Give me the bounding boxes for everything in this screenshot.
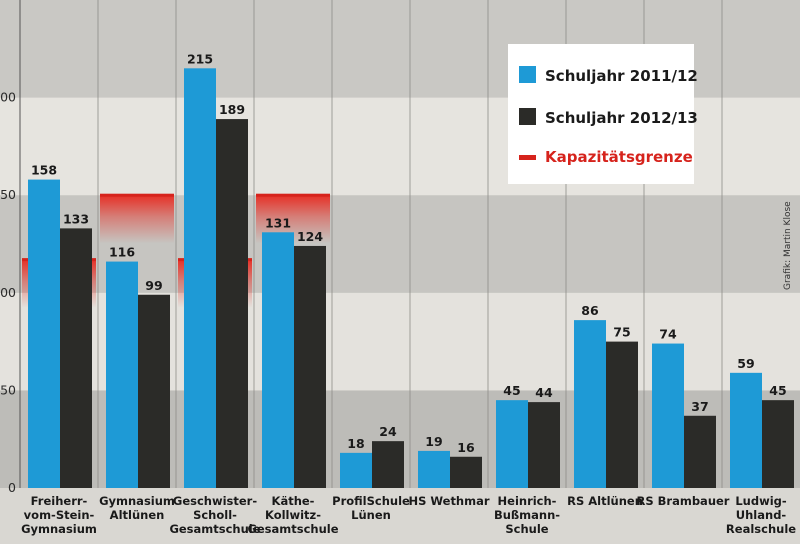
legend-swatch-series-1: [519, 66, 536, 83]
bar-value-label: 189: [219, 102, 245, 117]
category-label-line: Gesamtschule: [247, 522, 338, 536]
bar: [60, 228, 92, 488]
bar: [138, 294, 170, 488]
category-label-line: Käthe-: [272, 494, 315, 508]
category-label-line: Gesamtschule: [169, 522, 260, 536]
legend-swatch-capacity: [519, 155, 536, 160]
category-label-line: Kollwitz-: [265, 508, 321, 522]
y-tick-label: 0: [8, 480, 16, 495]
capacity-band: [100, 195, 174, 244]
category-label: RS Altlünen: [567, 494, 643, 508]
category-label-line: Heinrich-: [498, 494, 557, 508]
category-label: ProfilSchule Lünen: [332, 494, 410, 522]
category-label-line: Altlünen: [110, 508, 165, 522]
bar-value-label: 24: [379, 424, 397, 439]
value-labels: 158 116 215 131 18 19 45 86 74 59 133 99 189 124 24 16 4…: [31, 51, 787, 454]
bar: [762, 400, 794, 488]
bar-value-label: 19: [425, 434, 442, 449]
category-label: Gymnasium Altlünen: [99, 494, 175, 522]
bar-value-label: 86: [581, 303, 599, 318]
bar: [262, 232, 294, 488]
category-label-line: Uhland-: [736, 508, 787, 522]
bar-value-label: 124: [297, 229, 323, 244]
bar: [730, 372, 762, 488]
category-label: Käthe-Kollwitz-Gesamtschule: [247, 494, 338, 536]
legend: Schuljahr 2011/12 Schuljahr 2012/13 Kapa…: [508, 44, 698, 184]
category-label-line: RS Altlünen: [567, 494, 643, 508]
category-label: Geschwister-Scholl-Gesamtschule: [169, 494, 260, 536]
category-label-line: Bußmann-: [494, 508, 560, 522]
bar: [184, 68, 216, 488]
legend-box: [508, 44, 694, 184]
bar: [216, 119, 248, 489]
y-tick-label: 150: [0, 187, 16, 202]
category-label-line: Schule: [505, 522, 548, 536]
bar-value-label: 74: [659, 327, 677, 342]
bar: [340, 452, 372, 488]
legend-label-series-2: Schuljahr 2012/13: [545, 109, 698, 127]
category-label-line: ProfilSchule: [332, 494, 410, 508]
bar-value-label: 44: [535, 385, 553, 400]
bar-value-label: 45: [769, 383, 786, 398]
bar: [294, 245, 326, 488]
bar: [418, 450, 450, 488]
bar: [28, 179, 60, 489]
capacity-line: [100, 193, 174, 197]
bar-value-label: 116: [109, 245, 135, 260]
category-label: HS Wethmar: [408, 494, 489, 508]
bar-value-label: 16: [457, 440, 475, 455]
category-label-line: RS Brambauer: [637, 494, 730, 508]
bar: [574, 320, 606, 488]
bar: [684, 415, 716, 488]
category-label-line: Realschule: [726, 522, 796, 536]
y-tick-label: 200: [0, 90, 16, 105]
category-label-line: Geschwister-: [173, 494, 257, 508]
category-label: Heinrich-Bußmann-Schule: [494, 494, 560, 536]
bar-value-label: 99: [145, 278, 162, 293]
category-label-line: vom-Stein-: [24, 508, 95, 522]
legend-label-series-1: Schuljahr 2011/12: [545, 67, 698, 85]
category-label: Ludwig-Uhland-Realschule: [726, 494, 796, 536]
bar-value-label: 37: [691, 399, 708, 414]
bar: [606, 341, 638, 488]
bar-value-label: 215: [187, 51, 213, 66]
legend-label-capacity: Kapazitätsgrenze: [545, 148, 693, 166]
y-axis-ticks: 0 50 100 150 200: [0, 90, 16, 495]
category-label: RS Brambauer: [637, 494, 730, 508]
bar-value-label: 133: [63, 211, 89, 226]
gridlines: [19, 0, 723, 488]
y-tick-label: 50: [0, 382, 16, 397]
legend-swatch-series-2: [519, 108, 536, 125]
bar: [528, 402, 560, 488]
bar: [652, 343, 684, 488]
bar-value-label: 158: [31, 163, 57, 178]
bar-value-label: 75: [613, 325, 630, 340]
bar-value-label: 45: [503, 383, 520, 398]
category-label-line: Scholl-: [193, 508, 237, 522]
bar: [450, 456, 482, 488]
bar-value-label: 131: [265, 215, 291, 230]
category-label-line: HS Wethmar: [408, 494, 489, 508]
graphic-credit: Grafik: Martin Klose: [783, 201, 793, 290]
bars-layer: [28, 68, 794, 489]
category-label-line: Ludwig-: [735, 494, 787, 508]
category-label-line: Gymnasium: [21, 522, 97, 536]
category-label-line: Freiherr-: [31, 494, 88, 508]
category-label: Freiherr-vom-Stein-Gymnasium: [21, 494, 97, 536]
category-label-line: Gymnasium: [99, 494, 175, 508]
category-label-line: Lünen: [351, 508, 391, 522]
bar: [496, 400, 528, 488]
bar: [372, 441, 404, 488]
bar-value-label: 59: [737, 356, 754, 371]
y-tick-label: 100: [0, 285, 16, 300]
bar: [106, 261, 138, 488]
bar-value-label: 18: [347, 436, 364, 451]
capacity-line: [256, 193, 330, 197]
